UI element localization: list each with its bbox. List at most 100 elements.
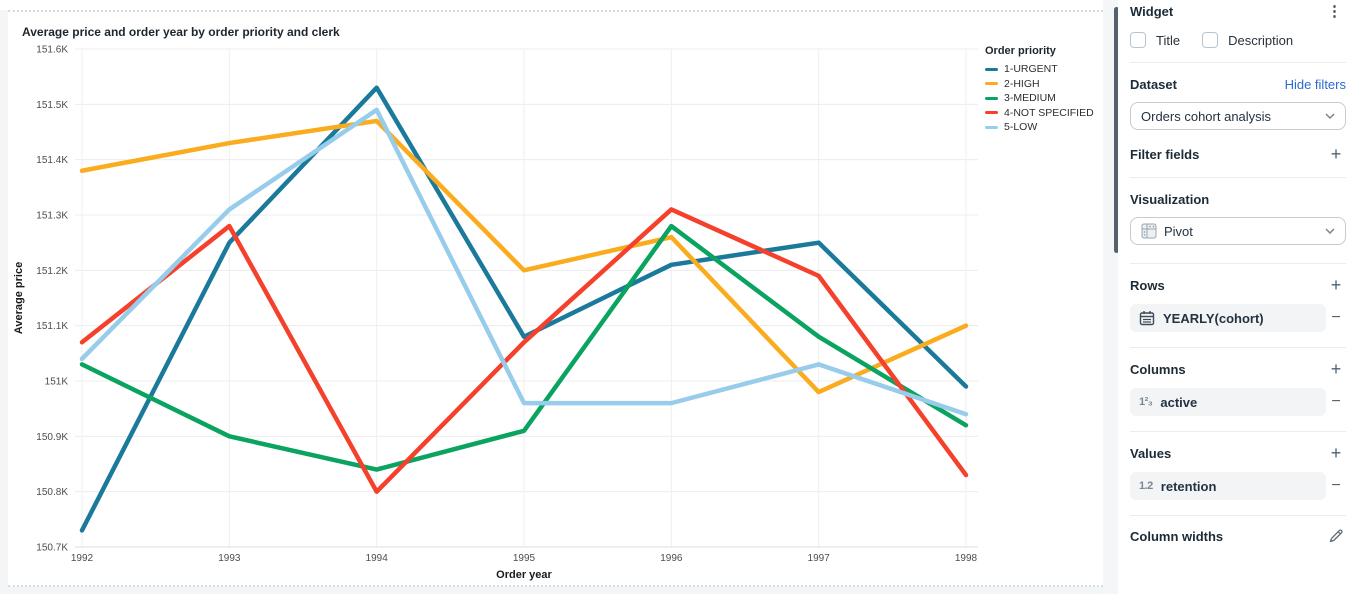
divider bbox=[1130, 263, 1346, 264]
svg-text:150.8K: 150.8K bbox=[36, 487, 68, 498]
svg-text:1996: 1996 bbox=[660, 553, 683, 564]
legend-swatch bbox=[985, 111, 998, 115]
title-checkbox[interactable] bbox=[1130, 32, 1146, 48]
columns-field-pill[interactable]: 1²₃ active bbox=[1130, 388, 1326, 416]
values-field-pill[interactable]: 1.2 retention bbox=[1130, 472, 1326, 500]
svg-text:151K: 151K bbox=[45, 377, 69, 388]
number-field-icon: 1²₃ bbox=[1139, 396, 1153, 408]
legend-item[interactable]: 3-MEDIUM bbox=[985, 91, 1103, 106]
column-widths-heading: Column widths bbox=[1130, 528, 1224, 544]
legend-swatch bbox=[985, 82, 998, 86]
legend-item[interactable]: 5-LOW bbox=[985, 120, 1103, 135]
legend-label: 4-NOT SPECIFIED bbox=[1004, 106, 1094, 119]
legend-item[interactable]: 1-URGENT bbox=[985, 62, 1103, 77]
divider bbox=[1130, 177, 1346, 178]
chevron-down-icon bbox=[1325, 228, 1335, 234]
rows-field-label: YEARLY(cohort) bbox=[1163, 310, 1264, 326]
svg-text:1997: 1997 bbox=[808, 553, 831, 564]
edit-column-widths-button[interactable] bbox=[1326, 528, 1346, 544]
series-line-3-MEDIUM[interactable] bbox=[79, 223, 969, 472]
legend-label: 5-LOW bbox=[1004, 121, 1038, 134]
visualization-select-value: Pivot bbox=[1164, 223, 1193, 239]
legend-items: 1-URGENT 2-HIGH 3-MEDIUM 4-NOT SPECIFIED 5-L… bbox=[985, 62, 1103, 135]
series-line-1-URGENT[interactable] bbox=[79, 85, 969, 533]
svg-text:151.4K: 151.4K bbox=[36, 155, 68, 166]
rows-heading: Rows bbox=[1130, 277, 1165, 293]
legend-item[interactable]: 4-NOT SPECIFIED bbox=[985, 106, 1103, 121]
widget-config-panel: Widget ⋮ Title Description Dataset Hide … bbox=[1118, 0, 1358, 594]
dataset-select-value: Orders cohort analysis bbox=[1141, 108, 1272, 124]
remove-values-field-button[interactable]: − bbox=[1331, 477, 1341, 494]
series-line-2-HIGH[interactable] bbox=[79, 118, 969, 395]
description-checkbox[interactable] bbox=[1202, 32, 1219, 48]
legend-item[interactable]: 2-HIGH bbox=[985, 77, 1103, 92]
chart-title: Average price and order year by order pr… bbox=[22, 25, 340, 39]
series-line-5-LOW[interactable] bbox=[79, 107, 969, 417]
chevron-down-icon bbox=[1325, 113, 1335, 119]
widget-heading: Widget bbox=[1130, 4, 1174, 19]
svg-text:151.6K: 151.6K bbox=[36, 45, 68, 56]
svg-text:150.9K: 150.9K bbox=[36, 432, 68, 443]
page-left-margin bbox=[0, 10, 8, 594]
add-values-field-button[interactable]: + bbox=[1330, 443, 1342, 463]
rows-field-row: YEARLY(cohort) − bbox=[1130, 304, 1346, 332]
visualization-heading: Visualization bbox=[1130, 192, 1210, 207]
legend-title: Order priority bbox=[985, 45, 1056, 57]
svg-text:151.1K: 151.1K bbox=[36, 321, 68, 332]
divider bbox=[1130, 347, 1346, 348]
svg-text:Order year: Order year bbox=[496, 569, 552, 581]
svg-text:150.7K: 150.7K bbox=[36, 543, 68, 554]
chart-legend: Order priority 1-URGENT 2-HIGH 3-MEDIUM 4-N… bbox=[985, 45, 1103, 135]
dataset-header: Dataset Hide filters bbox=[1130, 77, 1346, 92]
values-header: Values + bbox=[1130, 444, 1346, 462]
svg-text:1998: 1998 bbox=[955, 553, 978, 564]
legend-label: 2-HIGH bbox=[1004, 77, 1040, 90]
panel-scrollbar[interactable] bbox=[1114, 7, 1119, 253]
pivot-icon bbox=[1141, 223, 1157, 239]
add-columns-field-button[interactable]: + bbox=[1330, 359, 1342, 379]
visualization-select[interactable]: Pivot bbox=[1130, 217, 1346, 245]
svg-text:1993: 1993 bbox=[218, 553, 241, 564]
page-bottom-margin bbox=[8, 587, 1103, 594]
rows-field-pill[interactable]: YEARLY(cohort) bbox=[1130, 304, 1326, 332]
remove-columns-field-button[interactable]: − bbox=[1331, 393, 1341, 410]
description-checkbox-label: Description bbox=[1228, 32, 1294, 48]
column-widths-header: Column widths bbox=[1130, 528, 1346, 544]
dataset-heading: Dataset bbox=[1130, 77, 1177, 92]
title-checkbox-label: Title bbox=[1156, 32, 1181, 48]
line-chart[interactable]: 151.6K 151.5K 151.4K 151.3K 151.2K 151.1K 151K… bbox=[8, 12, 1103, 587]
legend-swatch bbox=[985, 125, 998, 129]
legend-swatch bbox=[985, 67, 998, 71]
legend-label: 3-MEDIUM bbox=[1004, 92, 1056, 105]
remove-rows-field-button[interactable]: − bbox=[1331, 309, 1341, 326]
add-filter-field-button[interactable]: + bbox=[1330, 144, 1342, 164]
series-line-4-NOT SPECIFIED[interactable] bbox=[79, 207, 969, 494]
filter-fields-heading: Filter fields bbox=[1130, 146, 1200, 162]
legend-swatch bbox=[985, 96, 998, 100]
values-field-row: 1.2 retention − bbox=[1130, 472, 1346, 500]
hide-filters-link[interactable]: Hide filters bbox=[1284, 77, 1346, 92]
columns-field-row: 1²₃ active − bbox=[1130, 388, 1346, 416]
widget-toggles: Title Description bbox=[1130, 32, 1346, 48]
values-heading: Values bbox=[1130, 445, 1172, 461]
widget-menu-button[interactable]: ⋮ bbox=[1327, 2, 1342, 20]
calendar-icon bbox=[1139, 311, 1155, 326]
rows-header: Rows + bbox=[1130, 276, 1346, 294]
columns-heading: Columns bbox=[1130, 361, 1186, 377]
filter-fields-header: Filter fields + bbox=[1130, 145, 1346, 163]
divider bbox=[1130, 515, 1346, 516]
svg-text:151.5K: 151.5K bbox=[36, 100, 68, 111]
svg-text:1992: 1992 bbox=[71, 553, 94, 564]
pencil-icon bbox=[1329, 529, 1343, 543]
chart-card: 151.6K 151.5K 151.4K 151.3K 151.2K 151.1K 151K… bbox=[8, 10, 1103, 587]
add-rows-field-button[interactable]: + bbox=[1330, 275, 1342, 295]
divider bbox=[1130, 431, 1346, 432]
svg-text:151.3K: 151.3K bbox=[36, 211, 68, 222]
values-field-label: retention bbox=[1160, 478, 1217, 494]
svg-text:1995: 1995 bbox=[513, 553, 536, 564]
dataset-select[interactable]: Orders cohort analysis bbox=[1130, 102, 1346, 130]
svg-text:Average price: Average price bbox=[13, 262, 25, 334]
visualization-header: Visualization bbox=[1130, 192, 1346, 207]
svg-text:151.2K: 151.2K bbox=[36, 266, 68, 277]
